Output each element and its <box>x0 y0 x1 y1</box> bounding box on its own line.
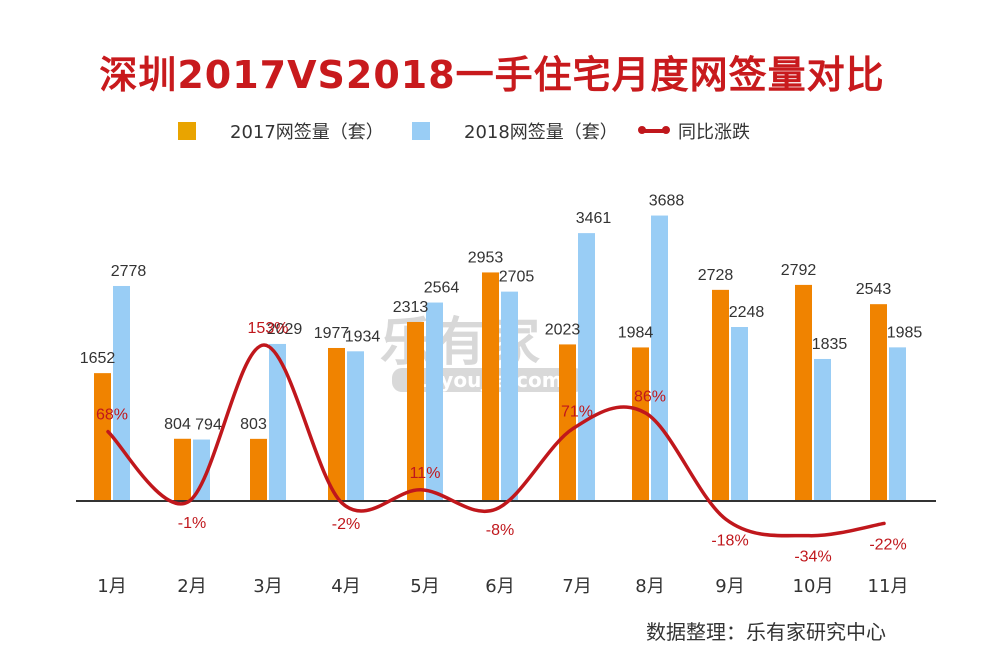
bar-2018 <box>426 302 443 501</box>
yoy-label: 153% <box>248 320 289 337</box>
yoy-label: -22% <box>869 536 906 553</box>
data-label-2017: 2543 <box>856 281 892 298</box>
bar-2017 <box>559 344 576 501</box>
yoy-label: -18% <box>711 532 748 549</box>
source-note: 数据整理：乐有家研究中心 <box>646 620 886 644</box>
yoy-label: -2% <box>332 516 360 533</box>
bar-2017 <box>94 373 111 501</box>
legend-swatch-2017 <box>178 122 196 140</box>
yoy-label: 86% <box>634 388 666 405</box>
bar-2018 <box>651 215 668 501</box>
bar-2017 <box>407 321 424 501</box>
bar-2018 <box>731 327 748 501</box>
bar-2017 <box>174 438 191 501</box>
data-label-2017: 2023 <box>545 321 581 338</box>
bar-2017 <box>632 347 649 501</box>
x-tick-label: 8月 <box>635 576 664 597</box>
data-label-2018: 794 <box>195 417 222 434</box>
bar-2018 <box>347 351 364 501</box>
data-label-2017: 2953 <box>468 249 504 266</box>
data-label-2017: 803 <box>240 416 267 433</box>
bar-2018 <box>889 347 906 501</box>
legend-item-yoy: 同比涨跌 <box>638 116 750 146</box>
data-label-2018: 3461 <box>576 210 612 227</box>
data-label-2017: 2728 <box>698 267 734 284</box>
legend-item-2018: 2018网签量（套） <box>412 116 618 146</box>
data-label-2017: 2313 <box>393 299 429 316</box>
x-tick-label: 7月 <box>562 576 591 597</box>
x-tick-label: 2月 <box>177 576 206 597</box>
data-label-2018: 2029 <box>267 321 303 338</box>
bar-2017 <box>250 438 267 501</box>
legend-label-yoy: 同比涨跌 <box>678 122 750 143</box>
data-label-2017: 1652 <box>80 350 116 367</box>
data-label-2018: 1985 <box>887 324 923 341</box>
bar-2018 <box>578 233 595 502</box>
yoy-label: 68% <box>96 407 128 424</box>
legend-label-2018: 2018网签量（套） <box>464 122 618 143</box>
bar-2018 <box>814 358 831 501</box>
x-tick-label: 10月 <box>793 576 834 597</box>
legend-item-2017: 2017网签量（套） <box>178 116 384 146</box>
yoy-line <box>106 343 886 538</box>
bar-2018 <box>113 285 130 501</box>
x-tick-label: 1月 <box>97 576 126 597</box>
bar-2017 <box>712 289 729 501</box>
bar-2017 <box>482 272 499 501</box>
legend-swatch-2018 <box>412 122 430 140</box>
yoy-label: -34% <box>794 549 831 566</box>
bar-2018 <box>193 439 210 501</box>
data-label-2017: 804 <box>164 416 191 433</box>
data-label-2018: 1934 <box>345 328 381 345</box>
legend: 2017网签量（套） 2018网签量（套） 同比涨跌 <box>0 116 984 146</box>
yoy-label: -8% <box>486 522 514 539</box>
data-label-2018: 2778 <box>111 263 147 280</box>
data-label-2017: 1984 <box>618 324 654 341</box>
legend-label-2017: 2017网签量（套） <box>230 122 384 143</box>
legend-line-swatch <box>638 126 670 134</box>
x-tick-label: 3月 <box>253 576 282 597</box>
yoy-label: 11% <box>410 465 441 482</box>
yoy-label: 71% <box>561 404 593 421</box>
data-label-2018: 1835 <box>812 336 848 353</box>
x-tick-label: 4月 <box>331 576 360 597</box>
x-tick-label: 9月 <box>715 576 744 597</box>
bar-2017 <box>795 284 812 501</box>
data-label-2018: 3688 <box>649 193 685 210</box>
x-tick-label: 6月 <box>485 576 514 597</box>
yoy-label: -1% <box>178 515 206 532</box>
bar-2017 <box>328 347 345 501</box>
data-label-2018: 2248 <box>729 304 765 321</box>
x-tick-label: 5月 <box>410 576 439 597</box>
data-label-2017: 1977 <box>314 325 350 342</box>
bar-2018 <box>269 343 286 501</box>
data-label-2017: 2792 <box>781 262 817 279</box>
x-tick-label: 11月 <box>868 576 909 597</box>
data-label-2018: 2705 <box>499 269 535 286</box>
bar-2018 <box>501 291 518 501</box>
bar-2017 <box>870 304 887 501</box>
data-label-2018: 2564 <box>424 280 460 297</box>
chart-title: 深圳2017VS2018一手住宅月度网签量对比 <box>99 53 885 97</box>
